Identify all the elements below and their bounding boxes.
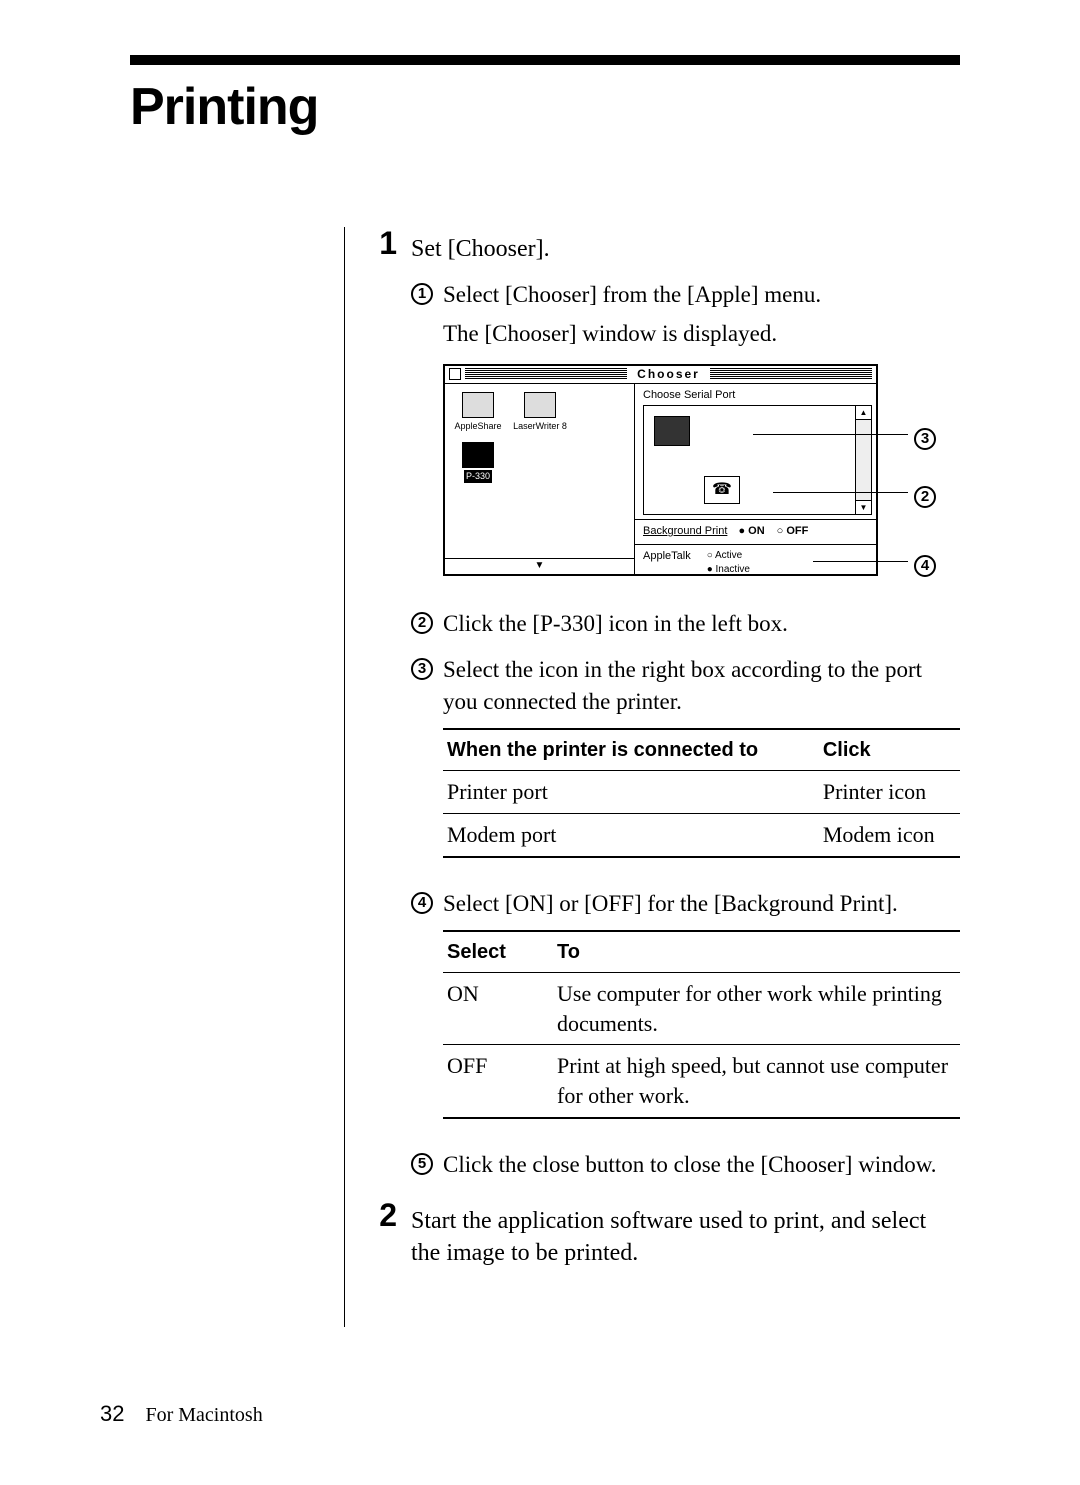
serial-port-box: ☎ ▲ ▼ — [643, 405, 872, 515]
substep-4: 4 Select [ON] or [OFF] for the [Backgrou… — [411, 888, 960, 1135]
substep-4-body: Select [ON] or [OFF] for the [Background… — [443, 888, 960, 1135]
left-scroll: ▼ — [445, 558, 634, 574]
appletalk-status: ○ Active ● Inactive — [707, 549, 750, 577]
icon-label: AppleShare — [454, 421, 501, 431]
titlebar-lines — [465, 368, 627, 380]
callout-2-line: 2 — [773, 492, 908, 493]
laserwriter-icon: LaserWriter 8 — [513, 392, 567, 433]
substep-1-text: Select [Chooser] from the [Apple] menu. — [443, 279, 960, 311]
substep-2: 2 Click the [P-330] icon in the left box… — [411, 608, 960, 640]
callout-4-line: 4 — [813, 561, 908, 562]
step-body: Set [Chooser]. 1 Select [Chooser] from t… — [411, 227, 960, 1181]
icon-graphic — [462, 442, 494, 468]
appletalk-row: AppleTalk ○ Active ● Inactive — [635, 544, 876, 581]
content-area: 1 Set [Chooser]. 1 Select [Chooser] from… — [130, 227, 960, 1327]
cell: Printer port — [443, 771, 819, 814]
circled-4: 4 — [411, 892, 433, 914]
page-footer: 32 For Macintosh — [100, 1401, 263, 1427]
substep-5-text: Click the close button to close the [Cho… — [443, 1149, 960, 1181]
substep-1-body: Select [Chooser] from the [Apple] menu. … — [443, 279, 960, 593]
cell: Modem port — [443, 814, 819, 857]
appletalk-label: AppleTalk — [643, 549, 691, 577]
cell: Modem icon — [819, 814, 960, 857]
p330-icon: P-330 — [451, 442, 505, 483]
circled-5: 5 — [411, 1153, 433, 1175]
callout-2: 2 — [914, 486, 936, 508]
cell: Use computer for other work while printi… — [553, 972, 960, 1044]
icon-graphic — [462, 392, 494, 418]
substep-2-text: Click the [P-330] icon in the left box. — [443, 608, 960, 640]
callout-4: 4 — [914, 555, 936, 577]
port-table-h1: When the printer is connected to — [443, 729, 819, 771]
appletalk-active: ○ Active — [707, 549, 750, 563]
table-row: OFF Print at high speed, but cannot use … — [443, 1045, 960, 1118]
bg-print-label: Background Print — [643, 525, 727, 537]
bgprint-table: Select To ON Use computer for other work… — [443, 930, 960, 1119]
bgprint-h1: Select — [443, 931, 553, 973]
substep-1-text2: The [Chooser] window is displayed. — [443, 318, 960, 350]
circled-2: 2 — [411, 612, 433, 634]
titlebar-lines — [710, 368, 872, 380]
table-row: Modem port Modem icon — [443, 814, 960, 857]
bg-print-radios: ON OFF — [738, 524, 808, 539]
background-print-row: Background Print ON OFF — [635, 519, 876, 543]
page-number: 32 — [100, 1401, 124, 1426]
icon-graphic — [524, 392, 556, 418]
step-number: 1 — [373, 227, 397, 1181]
serial-port-content: ☎ — [644, 406, 855, 514]
step-2-text: Start the application software used to p… — [411, 1199, 960, 1270]
left-gutter — [130, 227, 345, 1327]
chooser-title: Chooser — [631, 366, 706, 383]
callout-3: 3 — [914, 428, 936, 450]
appletalk-inactive: ● Inactive — [707, 563, 750, 577]
scrollbar: ▲ ▼ — [855, 406, 871, 514]
serial-port-label: Choose Serial Port — [635, 384, 876, 405]
chooser-icon-list: AppleShare LaserWriter 8 — [445, 384, 634, 558]
cell: ON — [443, 972, 553, 1044]
callout-3-line: 3 — [753, 434, 908, 435]
table-row: Printer port Printer icon — [443, 771, 960, 814]
scroll-down-icon: ▼ — [856, 500, 871, 514]
port-table-h2: Click — [819, 729, 960, 771]
bgprint-h2: To — [553, 931, 960, 973]
chooser-screenshot: Chooser AppleShare — [443, 364, 953, 576]
circled-3: 3 — [411, 658, 433, 680]
chooser-titlebar: Chooser — [445, 366, 876, 384]
chooser-body: AppleShare LaserWriter 8 — [445, 384, 876, 574]
substep-3-text: Select the icon in the right box accordi… — [443, 654, 960, 718]
substep-3-body: Select the icon in the right box accordi… — [443, 654, 960, 874]
substep-5: 5 Click the close button to close the [C… — [411, 1149, 960, 1181]
circled-1: 1 — [411, 283, 433, 305]
icon-label: P-330 — [464, 470, 492, 483]
page-title: Printing — [130, 77, 960, 137]
printer-port-icon — [654, 416, 690, 446]
cell: Printer icon — [819, 771, 960, 814]
substep-4-text: Select [ON] or [OFF] for the [Background… — [443, 888, 960, 920]
bg-on: ON — [738, 524, 764, 539]
header-rule — [130, 55, 960, 65]
scroll-track — [856, 420, 871, 500]
bg-off: OFF — [777, 524, 809, 539]
chooser-window: Chooser AppleShare — [443, 364, 878, 576]
step-number: 2 — [373, 1199, 397, 1270]
appleshare-icon: AppleShare — [451, 392, 505, 433]
step-1-text: Set [Chooser]. — [411, 233, 960, 265]
cell: Print at high speed, but cannot use comp… — [553, 1045, 960, 1118]
step-2: 2 Start the application software used to… — [373, 1199, 960, 1270]
chooser-left-pane: AppleShare LaserWriter 8 — [445, 384, 635, 574]
step-1: 1 Set [Chooser]. 1 Select [Chooser] from… — [373, 227, 960, 1181]
main-column: 1 Set [Chooser]. 1 Select [Chooser] from… — [373, 227, 960, 1327]
modem-port-icon: ☎ — [704, 476, 740, 504]
scroll-up-icon: ▲ — [856, 406, 871, 420]
chooser-right-pane: Choose Serial Port ☎ ▲ — [635, 384, 876, 574]
close-box-icon — [449, 368, 461, 380]
icon-label: LaserWriter 8 — [513, 421, 567, 431]
cell: OFF — [443, 1045, 553, 1118]
port-table: When the printer is connected to Click P… — [443, 728, 960, 857]
table-row: ON Use computer for other work while pri… — [443, 972, 960, 1044]
substep-3: 3 Select the icon in the right box accor… — [411, 654, 960, 874]
substep-1: 1 Select [Chooser] from the [Apple] menu… — [411, 279, 960, 593]
section-label: For Macintosh — [145, 1404, 262, 1426]
